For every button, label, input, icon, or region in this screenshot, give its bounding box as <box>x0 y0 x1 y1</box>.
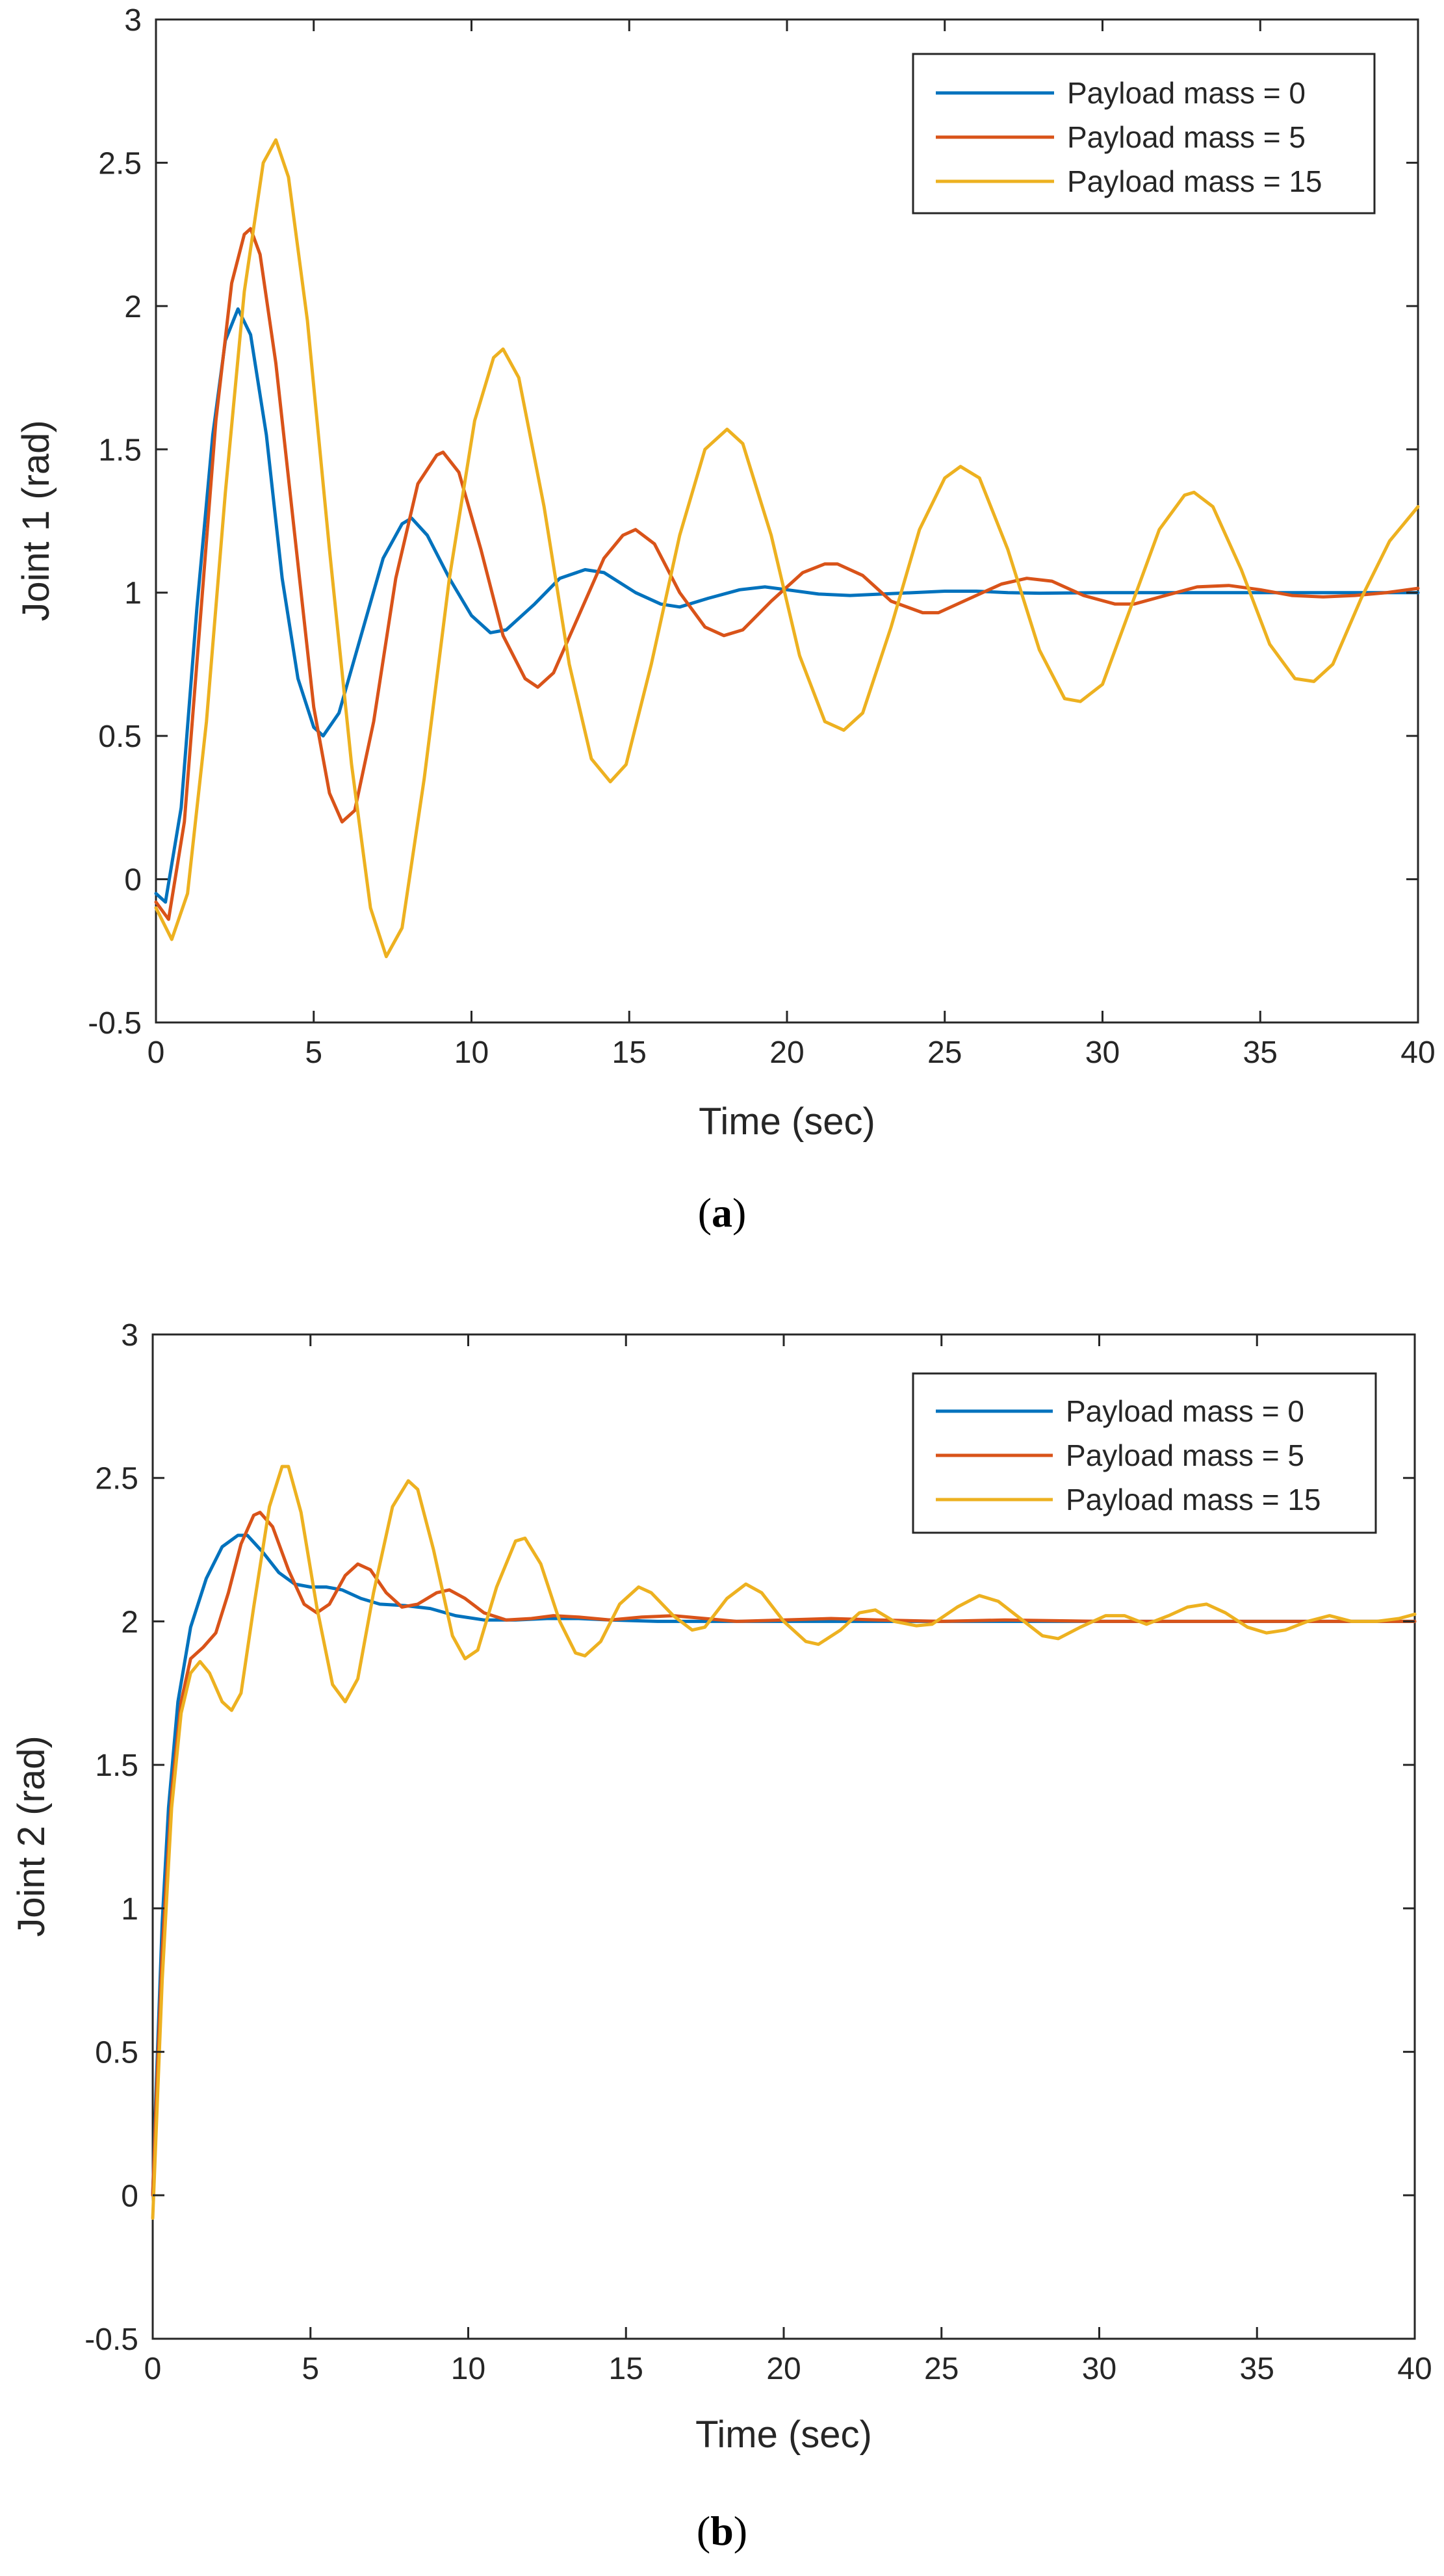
x-tick-label-b: 10 <box>451 2352 485 2386</box>
x-tick-label-a: 0 <box>148 1035 165 1070</box>
legend-box-a <box>912 53 1376 215</box>
x-axis-ticks-b: 0 5 10 15 20 25 30 35 40 <box>144 1334 1432 2386</box>
series-layer-a <box>154 138 1420 959</box>
panel-caption-a: (a) <box>698 1190 747 1236</box>
y-tick-label-b: 2.5 <box>95 1462 138 1496</box>
x-tick-label-b: 30 <box>1082 2352 1116 2386</box>
series-line-mass-15-b <box>151 1464 1417 2220</box>
x-tick-label-b: 20 <box>766 2352 801 2386</box>
series-layer-b <box>151 1464 1417 2220</box>
x-tick-label-a: 20 <box>769 1035 804 1070</box>
legend-b: Payload mass = 0 Payload mass = 5 Payloa… <box>912 1372 1377 1534</box>
legend-label-mass-0-b: Payload mass = 0 <box>1066 1394 1304 1428</box>
caption-open-paren-b: ( <box>697 2508 710 2554</box>
y-tick-label-a: -0.5 <box>88 1006 142 1041</box>
x-tick-label-b: 25 <box>924 2352 959 2386</box>
y-tick-label-a: 0.5 <box>98 720 142 754</box>
y-tick-label-a: 2.5 <box>98 146 142 181</box>
y-tick-label-b: 0 <box>121 2179 138 2213</box>
y-tick-label-a: 1.5 <box>98 433 142 467</box>
legend-label-mass-5-a: Payload mass = 5 <box>1067 120 1306 154</box>
y-tick-label-b: 0.5 <box>95 2036 138 2070</box>
x-tick-label-a: 40 <box>1400 1035 1435 1070</box>
x-axis-ticks-a: 0 5 10 15 20 25 30 35 40 <box>148 20 1436 1070</box>
series-line-mass-5-b <box>151 1511 1417 2197</box>
x-tick-label-a: 10 <box>454 1035 489 1070</box>
legend-label-mass-15-a: Payload mass = 15 <box>1067 164 1322 198</box>
legend-label-mass-15-b: Payload mass = 15 <box>1066 1483 1321 1516</box>
y-tick-label-b: 2 <box>121 1605 138 1639</box>
y-axis-label-a: Joint 1 (rad) <box>15 420 57 621</box>
x-tick-label-a: 30 <box>1085 1035 1120 1070</box>
chart-panel-a: 0 5 10 15 20 25 30 35 40 -0.500.511.522.53 Time … <box>15 3 1436 1236</box>
y-tick-label-b: 1 <box>121 1892 138 1927</box>
x-tick-label-a: 25 <box>927 1035 962 1070</box>
y-tick-label-a: 1 <box>124 577 142 611</box>
y-axis-ticks-b: -0.5 0 0.5 1 1.5 2 2.5 3 <box>84 1318 1415 2357</box>
x-tick-label-a: 15 <box>612 1035 647 1070</box>
legend-a: Payload mass = 0 Payload mass = 5 Payloa… <box>912 53 1376 215</box>
x-tick-label-b: 15 <box>609 2352 643 2386</box>
caption-open-paren-a: ( <box>698 1190 712 1236</box>
y-tick-label-b: 1.5 <box>95 1749 138 1783</box>
y-tick-label-a: 0 <box>124 863 142 898</box>
x-tick-label-b: 40 <box>1397 2352 1432 2386</box>
x-tick-label-a: 35 <box>1243 1035 1278 1070</box>
chart-panel-b: 0 5 10 15 20 25 30 35 40 -0.500.511.522.53 Time … <box>10 1318 1432 2554</box>
series-line-mass-0-a <box>154 307 1420 904</box>
y-tick-label-a: 3 <box>124 3 142 38</box>
y-tick-label-b: -0.5 <box>84 2322 138 2357</box>
x-axis-label-a: Time (sec) <box>699 1100 875 1143</box>
series-line-mass-15-a <box>154 138 1420 959</box>
legend-label-mass-5-b: Payload mass = 5 <box>1066 1438 1304 1472</box>
x-tick-label-b: 5 <box>302 2352 319 2386</box>
x-tick-label-b: 35 <box>1240 2352 1274 2386</box>
legend-label-mass-0-a: Payload mass = 0 <box>1067 76 1306 110</box>
caption-close-paren-b: ) <box>734 2508 747 2554</box>
caption-close-paren-a: ) <box>732 1190 746 1236</box>
caption-letter-b: b <box>710 2508 734 2554</box>
caption-letter-a: a <box>712 1190 732 1236</box>
y-axis-label-b: Joint 2 (rad) <box>10 1736 53 1936</box>
series-line-mass-5-a <box>154 227 1420 921</box>
x-tick-label-b: 0 <box>144 2352 162 2386</box>
legend-box-b <box>912 1372 1377 1534</box>
series-line-mass-0-b <box>151 1533 1417 2197</box>
y-axis-ticks-a: -0.5 0 0.5 1 1.5 2 2.5 3 <box>88 3 1418 1041</box>
y-tick-label-b: 3 <box>121 1318 138 1353</box>
x-tick-label-a: 5 <box>305 1035 322 1070</box>
x-axis-label-b: Time (sec) <box>695 2413 872 2456</box>
y-tick-label-a: 2 <box>124 290 142 324</box>
panel-caption-b: (b) <box>697 2508 747 2554</box>
